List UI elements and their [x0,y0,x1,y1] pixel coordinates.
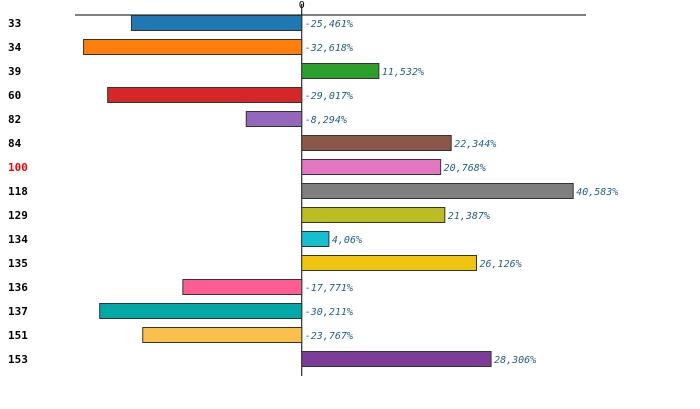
category-label-135: 135 [8,257,28,270]
bar-151 [142,327,303,343]
bar-84 [301,135,452,151]
category-label-118: 118 [8,185,28,198]
bar-33 [130,15,303,31]
bar-118 [301,183,574,199]
bar-39 [301,63,380,79]
value-label-129: 21,387% [448,211,490,222]
value-label-100: 20,768% [444,163,486,174]
bar-135 [301,255,477,271]
bar-60 [107,87,303,103]
value-label-137: -30,211% [305,307,353,318]
value-label-33: -25,461% [305,19,353,30]
category-label-39: 39 [8,65,21,78]
value-label-135: 26,126% [479,259,521,270]
category-label-153: 153 [8,353,28,366]
value-label-39: 11,532% [382,67,424,78]
value-label-34: -32,618% [305,43,353,54]
bar-134 [301,231,330,247]
bars-group: 33 -25,461% 34 -32,618% 39 11,532% 60 -29,017% 8… [8,15,618,367]
category-label-33: 33 [8,17,21,30]
category-label-82: 82 [8,113,21,126]
bar-82 [245,111,303,127]
value-label-151: -23,767% [305,331,353,342]
value-label-136: -17,771% [305,283,353,294]
category-label-34: 34 [8,41,22,54]
bar-100 [301,159,442,175]
category-label-134: 134 [8,233,28,246]
x-tick-label-zero: 0 [299,0,305,11]
bar-153 [301,351,492,367]
category-label-137: 137 [8,305,28,318]
category-label-151: 151 [8,329,28,342]
category-label-136: 136 [8,281,28,294]
category-label-84: 84 [8,137,22,150]
bar-137 [99,303,303,319]
value-label-118: 40,583% [576,187,618,198]
category-label-129: 129 [8,209,28,222]
value-label-60: -29,017% [305,91,353,102]
value-label-82: -8,294% [305,115,347,126]
category-label-60: 60 [8,89,21,102]
bar-136 [182,279,303,295]
bar-34 [83,39,303,55]
value-label-84: 22,344% [454,139,496,150]
category-label-100: 100 [8,161,28,174]
bar-129 [301,207,446,223]
value-label-153: 28,306% [494,355,536,366]
value-label-134: 4,06% [332,235,362,246]
